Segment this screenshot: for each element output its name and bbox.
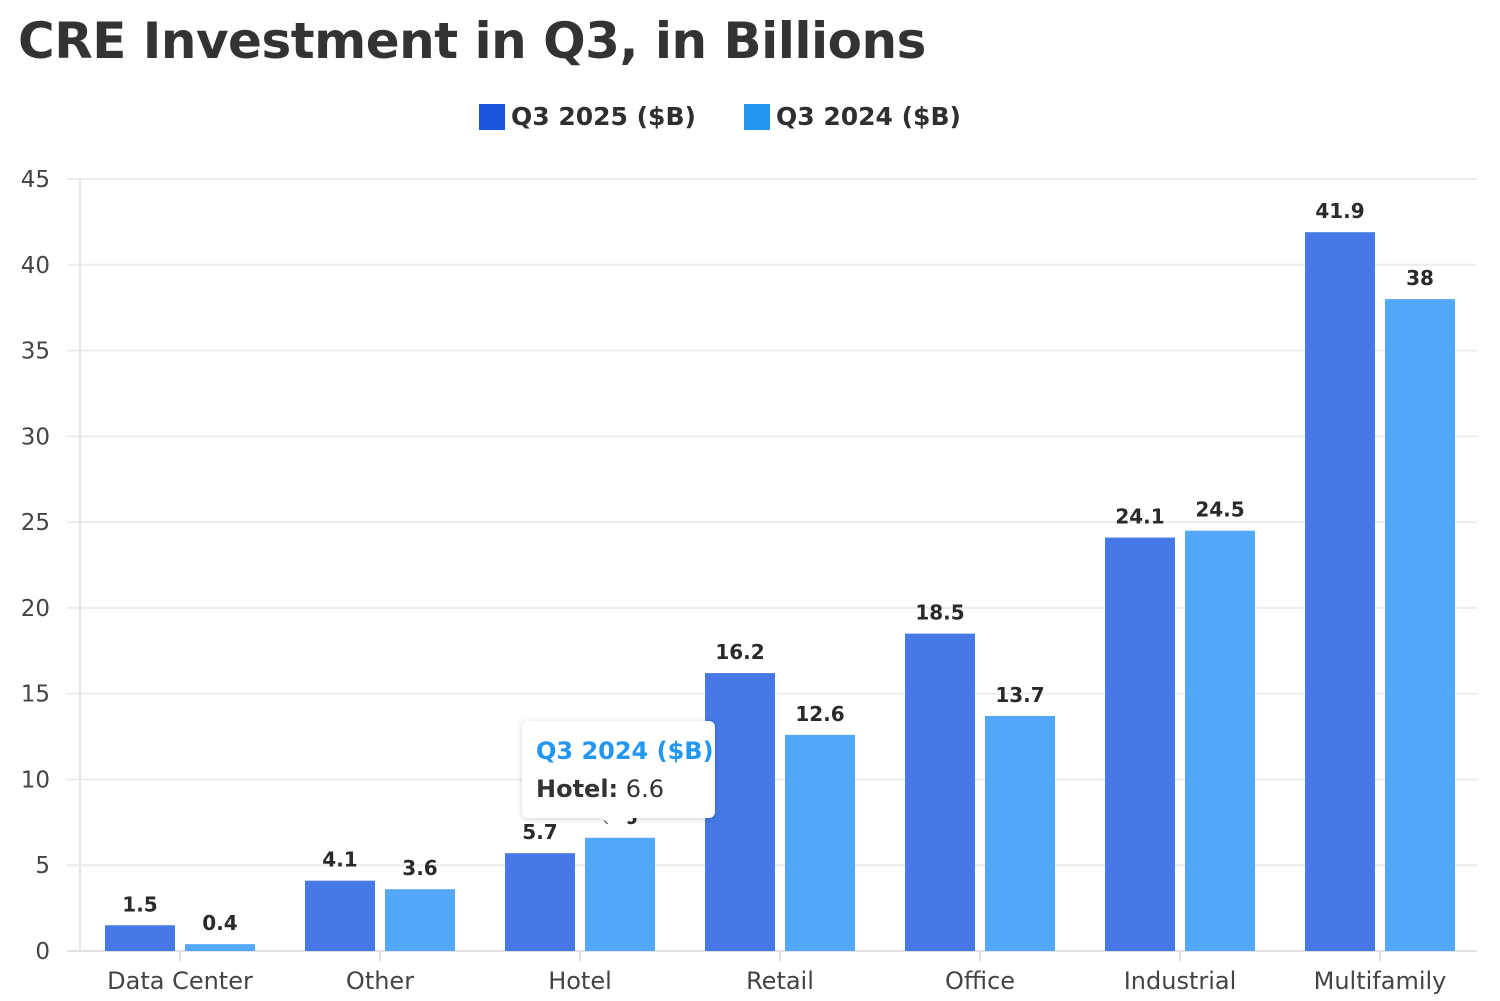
bar-q3-2025-data-center[interactable] (105, 925, 175, 951)
y-tick-label-15: 15 (21, 682, 50, 708)
data-label-q3-2025-office: 18.5 (915, 601, 964, 625)
legend-item-q3-2024[interactable]: Q3 2024 ($B) (744, 102, 961, 131)
bar-q3-2025-industrial[interactable] (1105, 537, 1175, 951)
bar-q3-2025-hotel[interactable] (505, 853, 575, 951)
y-tick-label-0: 0 (35, 939, 50, 965)
bar-q3-2025-office[interactable] (905, 633, 975, 951)
bar-q3-2025-other[interactable] (305, 880, 375, 951)
x-tick-label-office: Office (945, 967, 1015, 995)
y-tick-label-25: 25 (21, 510, 50, 536)
data-label-q3-2025-other: 4.1 (322, 848, 357, 872)
tooltip-body: Hotel: 6.6 (536, 775, 664, 803)
y-tick-label-20: 20 (21, 596, 50, 622)
tooltip-series-name: Q3 2024 ($B) (536, 737, 714, 765)
y-axis: 0 5 10 15 20 25 30 35 40 45 (21, 167, 81, 965)
data-label-q3-2024-retail: 12.6 (795, 702, 844, 726)
tooltip: Q3 2024 ($B) Hotel: 6.6 (522, 721, 715, 832)
bar-q3-2024-other[interactable] (385, 889, 455, 951)
bar-q3-2024-office[interactable] (985, 715, 1055, 951)
tooltip-category: Hotel: (536, 775, 619, 803)
x-tick-label-multifamily: Multifamily (1314, 967, 1447, 995)
bar-q3-2024-retail[interactable] (785, 734, 855, 951)
bar-q3-2024-data-center[interactable] (185, 944, 255, 951)
data-label-q3-2025-industrial: 24.1 (1115, 505, 1164, 529)
y-tick-label-40: 40 (21, 253, 50, 279)
data-label-q3-2025-multifamily: 41.9 (1315, 199, 1364, 223)
y-tick-label-45: 45 (21, 167, 50, 193)
data-label-q3-2024-other: 3.6 (402, 856, 437, 880)
chart-title: CRE Investment in Q3, in Billions (18, 12, 926, 70)
y-tick-label-35: 35 (21, 339, 50, 365)
x-tick-label-data-center: Data Center (107, 967, 253, 995)
x-tick-label-industrial: Industrial (1124, 967, 1237, 995)
legend-item-q3-2025[interactable]: Q3 2025 ($B) (479, 102, 696, 131)
bar-q3-2025-retail[interactable] (705, 673, 775, 951)
legend-swatch-q3-2024 (744, 103, 770, 130)
y-tick-label-30: 30 (21, 424, 50, 450)
legend-swatch-q3-2025 (479, 103, 505, 130)
bar-q3-2024-hotel[interactable] (585, 837, 655, 951)
legend-label-q3-2024: Q3 2024 ($B) (776, 102, 961, 131)
bar-q3-2025-multifamily[interactable] (1305, 232, 1375, 951)
x-tick-label-retail: Retail (746, 967, 814, 995)
data-label-q3-2025-retail: 16.2 (715, 640, 764, 664)
data-label-q3-2024-office: 13.7 (995, 683, 1044, 707)
legend-label-q3-2025: Q3 2025 ($B) (511, 102, 696, 131)
legend: Q3 2025 ($B) Q3 2024 ($B) (0, 102, 1500, 136)
tooltip-value: 6.6 (625, 775, 664, 803)
data-label-q3-2025-hotel: 5.7 (522, 820, 557, 844)
x-tick-label-hotel: Hotel (548, 967, 612, 995)
y-tick-label-10: 10 (21, 767, 50, 793)
data-label-q3-2025-data-center: 1.5 (122, 892, 157, 916)
y-tick-label-5: 5 (35, 853, 50, 879)
data-label-q3-2024-industrial: 24.5 (1195, 498, 1244, 522)
bars (105, 232, 1455, 952)
x-tick-label-other: Other (346, 967, 414, 995)
bar-q3-2024-industrial[interactable] (1185, 530, 1255, 951)
data-label-q3-2024-multifamily: 38 (1406, 266, 1434, 290)
data-label-q3-2024-data-center: 0.4 (202, 911, 237, 935)
x-axis: Data Center Other Hotel Retail Office Industr… (67, 950, 1477, 995)
bar-q3-2024-multifamily[interactable] (1385, 299, 1455, 952)
